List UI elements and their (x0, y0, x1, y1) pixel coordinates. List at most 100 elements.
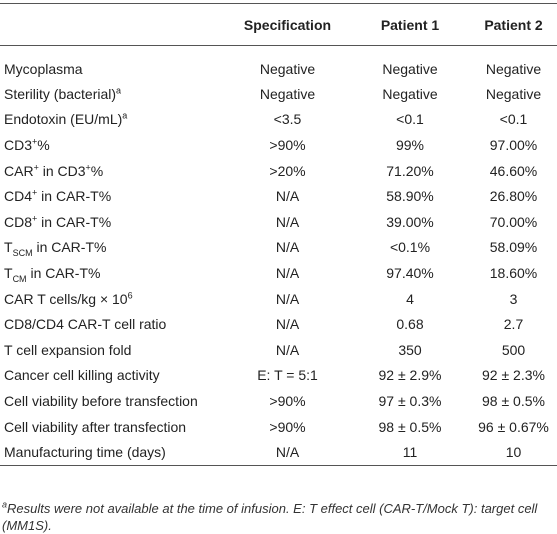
text-segment: Mycoplasma (4, 60, 83, 77)
text-segment: + (32, 213, 38, 224)
row-label: Endotoxin (EU/mL)a (0, 107, 225, 133)
text-segment: 6 (127, 289, 133, 300)
table-row: TSCM in CAR-T% N/A <0.1% 58.09% (0, 235, 557, 261)
table-cell: 98 ± 0.5% (378, 418, 442, 435)
text-segment: a (116, 85, 122, 96)
row-label: TCM in CAR-T% (0, 260, 225, 286)
table-cell: 4 (406, 290, 414, 307)
text-segment: CAR T cells/kg × 10 (4, 290, 128, 307)
table-cell: >90% (269, 393, 306, 410)
table-cell: 11 (402, 443, 418, 460)
table-cell: <0.1 (499, 111, 528, 128)
row-label: Mycoplasma (0, 46, 225, 82)
text-segment: CAR (4, 162, 34, 179)
text-segment: CD4 (4, 188, 33, 205)
row-label: CD8+ in CAR-T% (0, 209, 225, 235)
text-segment: CD8/CD4 CAR-T cell ratio (4, 316, 167, 333)
table-row: T cell expansion fold N/A 350 500 (0, 337, 557, 363)
table-row: TCM in CAR-T% N/A 97.40% 18.60% (0, 260, 557, 286)
text-segment: + (33, 162, 39, 173)
table-cell: <0.1% (389, 239, 431, 256)
table-cell: N/A (275, 316, 300, 333)
row-label: CD8/CD4 CAR-T cell ratio (0, 311, 225, 337)
table-cell: >90% (269, 418, 306, 435)
text-segment: CM (12, 273, 27, 284)
table-cell: 2.7 (503, 316, 524, 333)
table-cell: N/A (275, 265, 300, 282)
table-cell: N/A (275, 188, 300, 205)
table-row: CD3+% >90% 99% 97.00% (0, 132, 557, 158)
table-cell: Negative (485, 85, 542, 102)
table-row: Cell viability after transfection >90% 98 … (0, 414, 557, 440)
table-row: CD8+ in CAR-T% N/A 39.00% 70.00% (0, 209, 557, 235)
text-segment: CD3 (4, 137, 33, 154)
table-cell: 18.60% (489, 265, 538, 282)
table-cell: 71.20% (386, 162, 434, 179)
table-row: CD4+ in CAR-T% N/A 58.90% 26.80% (0, 183, 557, 209)
row-label: TSCM in CAR-T% (0, 235, 225, 261)
row-label: CAR+ in CD3+% (0, 158, 225, 184)
header-cell: Specification (243, 16, 332, 33)
row-label: CD4+ in CAR-T% (0, 183, 225, 209)
text-segment: a (122, 110, 128, 121)
text-segment: % (37, 137, 50, 154)
header-cell: Patient 1 (380, 16, 440, 33)
table-cell: 3 (509, 290, 518, 307)
header-cell: Patient 2 (484, 16, 543, 33)
table-cell: 10 (505, 443, 522, 460)
table-row: Cancer cell killing activity E: T = 5:1 92… (0, 363, 557, 389)
row-label: Cancer cell killing activity (0, 363, 225, 389)
table-cell: Negative (485, 60, 542, 77)
table-cell: 98 ± 0.5% (482, 393, 545, 410)
row-label: Manufacturing time (days) (0, 439, 225, 465)
data-table: Specification Patient 1 Patient 2 Mycopl… (0, 3, 557, 466)
text-segment: Cell viability before transfection (4, 393, 198, 410)
text-segment: Cell viability after transfection (4, 418, 187, 435)
text-segment: in CAR-T% (37, 188, 112, 205)
table-cell: 99% (395, 137, 425, 154)
table-cell: 92 ± 2.9% (378, 367, 442, 384)
table-row: Manufacturing time (days) N/A 11 10 (0, 439, 557, 465)
text-segment: in CD3 (38, 162, 86, 179)
text-segment: SCM (12, 248, 33, 259)
table-row: Endotoxin (EU/mL)a <3.5 <0.1 <0.1 (0, 107, 557, 133)
table-row: CAR+ in CD3+% >20% 71.20% 46.60% (0, 158, 557, 184)
table-cell: N/A (275, 213, 300, 230)
header-row: Specification Patient 1 Patient 2 (0, 3, 557, 46)
row-label: Cell viability before transfection (0, 388, 225, 414)
row-label: Sterility (bacterial)a (0, 81, 225, 107)
table-header: Specification Patient 1 Patient 2 (0, 3, 557, 46)
table-row: Sterility (bacterial)a Negative Negative Ne… (0, 81, 557, 107)
table-cell: 46.60% (489, 162, 538, 179)
text-segment: T cell expansion fold (4, 341, 132, 358)
text-segment: in CAR-T% (37, 213, 112, 230)
table-cell: 39.00% (386, 213, 434, 230)
table-row: CAR T cells/kg × 106 N/A 4 3 (0, 286, 557, 312)
footnote: aResults were not available at the time … (2, 500, 555, 534)
row-label: CAR T cells/kg × 106 (0, 286, 225, 312)
text-segment: Sterility (bacterial) (4, 85, 117, 102)
table-cell: 0.68 (396, 316, 424, 333)
table-cell: E: T = 5:1 (257, 367, 318, 384)
text-segment: a (2, 499, 8, 510)
text-segment: + (32, 136, 38, 147)
table-cell: N/A (275, 290, 300, 307)
table-cell: 97.00% (489, 137, 538, 154)
text-segment: + (85, 162, 91, 173)
text-segment: in CAR-T% (32, 239, 107, 256)
text-segment: Cancer cell killing activity (4, 367, 160, 384)
text-segment: + (32, 187, 38, 198)
text-segment: CD8 (4, 213, 33, 230)
table-cell: N/A (275, 341, 300, 358)
row-label: Cell viability after transfection (0, 414, 225, 440)
table-cell: 97.40% (386, 265, 434, 282)
table-cell: N/A (275, 443, 300, 460)
table-cell: 96 ± 0.67% (478, 418, 549, 435)
table-cell: <0.1 (396, 111, 424, 128)
table-cell: N/A (275, 239, 300, 256)
text-segment: Endotoxin (EU/mL) (4, 111, 123, 128)
text-segment: T (4, 239, 13, 256)
table-row: CD8/CD4 CAR-T cell ratio N/A 0.68 2.7 (0, 311, 557, 337)
text-segment: Manufacturing time (days) (4, 443, 166, 460)
table-body: Mycoplasma Negative Negative Negative Steril… (0, 46, 557, 465)
